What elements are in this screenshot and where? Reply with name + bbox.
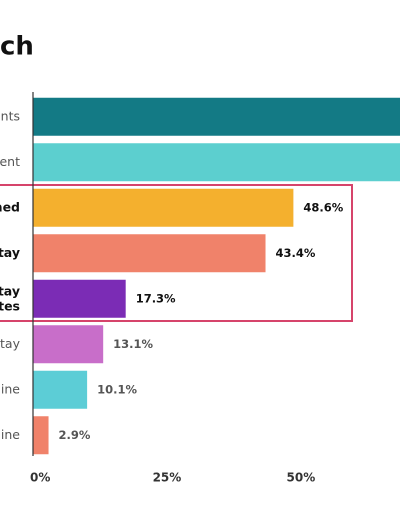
category-label: ine	[1, 427, 20, 442]
category-label: tay tes	[0, 283, 20, 313]
bar	[33, 188, 294, 227]
category-label: ine	[1, 381, 20, 396]
value-label: 43.4%	[276, 246, 316, 260]
category-label: nts	[1, 108, 20, 123]
value-label: 48.6%	[303, 200, 343, 214]
category-label: tay	[0, 336, 21, 351]
value-label: 10.1%	[97, 382, 137, 396]
x-tick-label: 25%	[153, 471, 182, 485]
bar	[33, 416, 49, 455]
category-label: tay	[0, 245, 20, 260]
category-label: ent	[0, 154, 20, 169]
value-label: 13.1%	[113, 337, 153, 351]
bar	[33, 234, 266, 273]
plot-area	[33, 97, 400, 455]
chart-title: ch	[0, 32, 34, 62]
category-label: ned	[0, 199, 20, 214]
bar	[33, 370, 88, 409]
bar	[33, 325, 104, 364]
x-tick-label: 50%	[287, 471, 316, 485]
value-label: 2.9%	[59, 428, 91, 442]
value-label: 17.3%	[136, 291, 176, 305]
bar	[33, 97, 400, 136]
highlight-box	[0, 184, 353, 322]
x-tick-label: 0%	[30, 471, 50, 485]
bar	[33, 279, 126, 318]
bar	[33, 143, 400, 182]
